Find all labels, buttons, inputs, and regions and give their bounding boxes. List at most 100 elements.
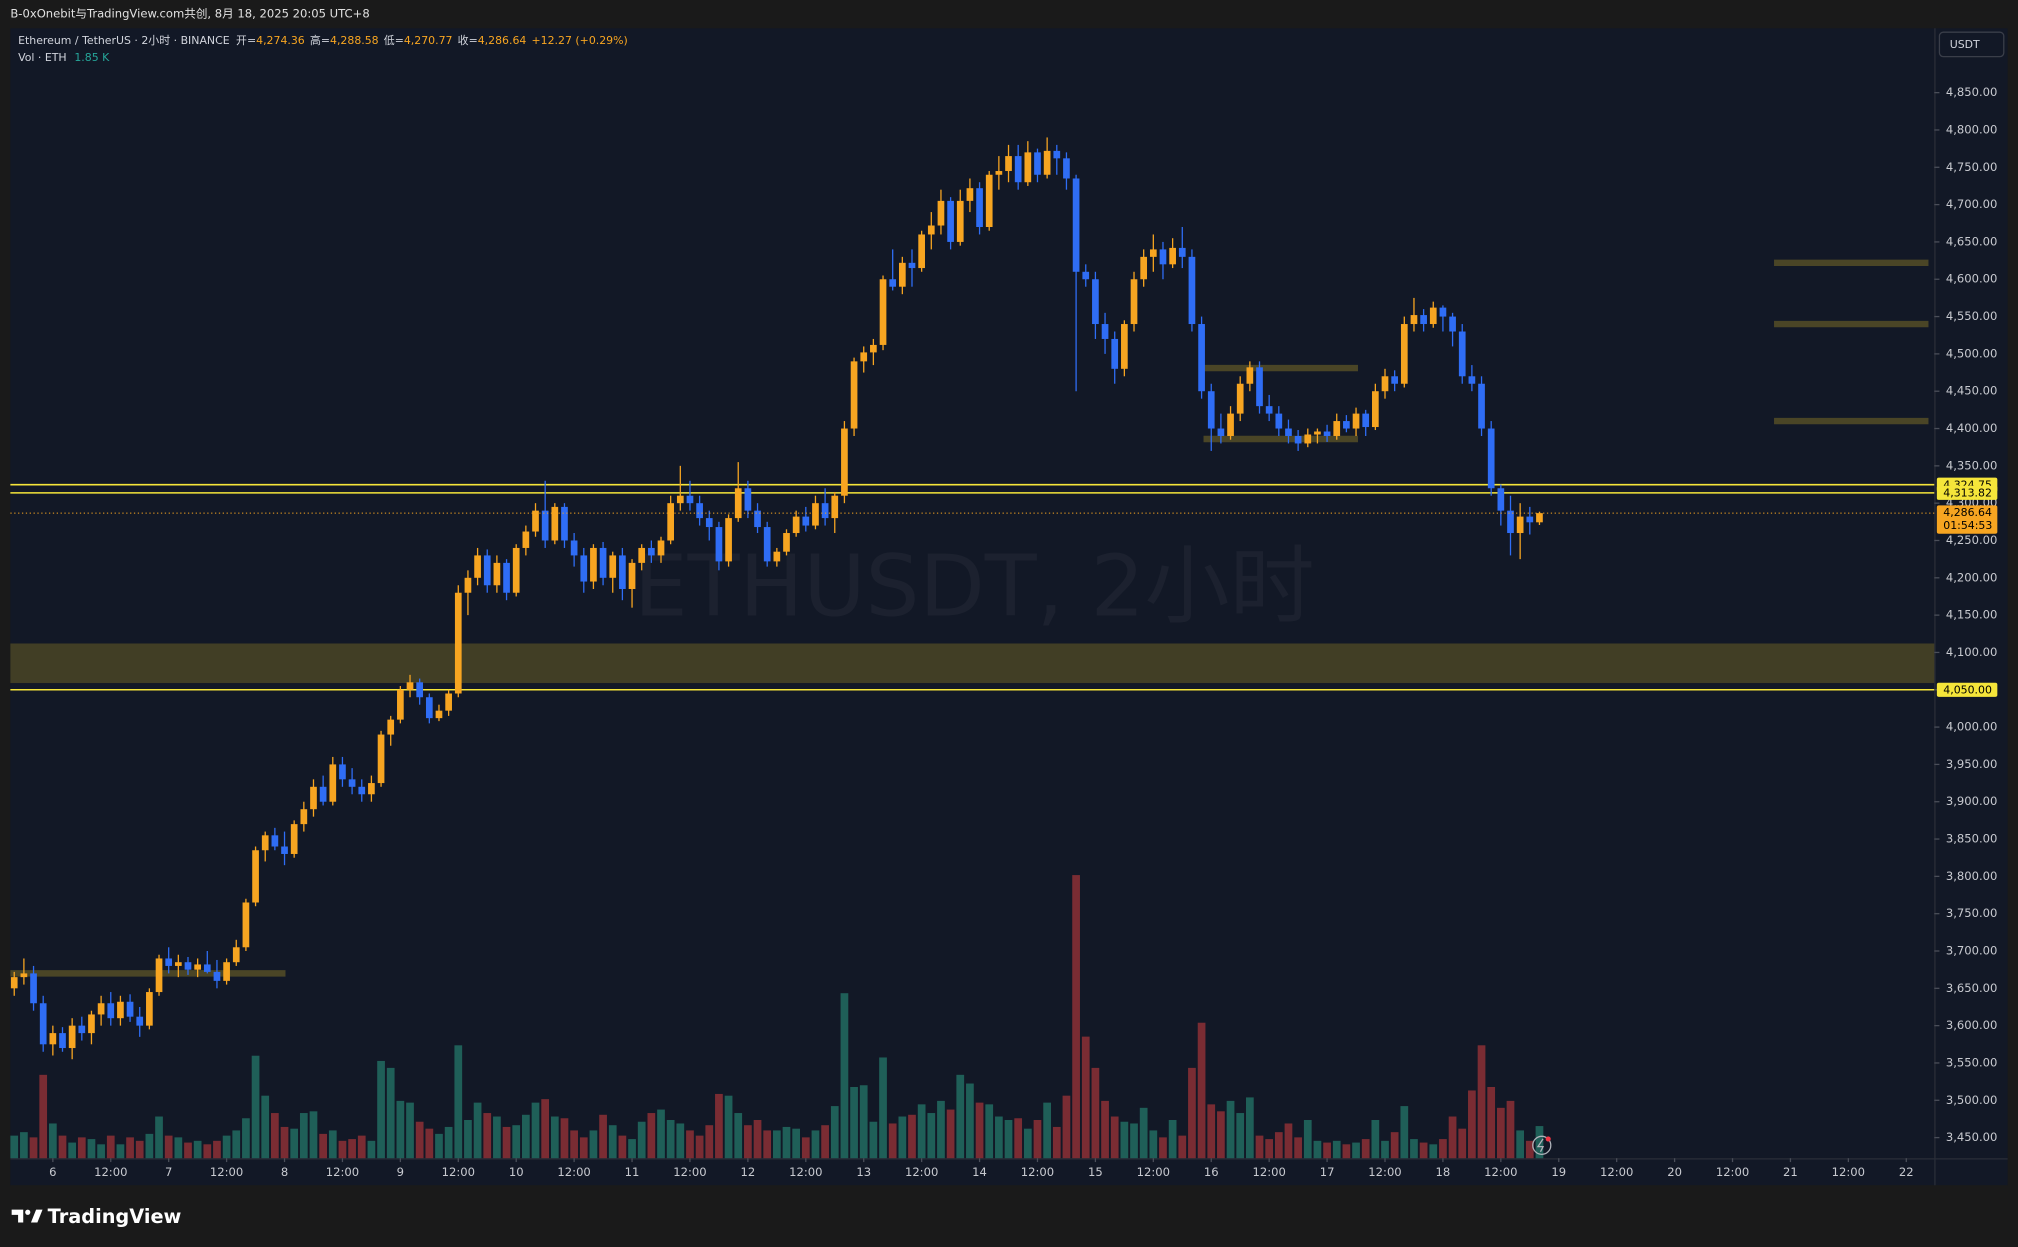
candle-body [1536,513,1543,523]
y-tick-label: 4,500.00 [1946,346,1998,360]
volume-bar [77,1137,86,1159]
candle-body [30,973,37,1004]
candle-body [725,518,732,562]
level-price-label: 4,050.00 [1943,683,1992,696]
legend-value: 4,274.36 [256,34,305,47]
volume-bar [116,1144,125,1159]
volume-bar [1323,1142,1331,1159]
volume-bar [174,1137,183,1159]
y-tick-label: 4,250.00 [1946,533,1998,547]
volume-bar [1468,1090,1476,1159]
candle-body [879,279,887,345]
volume-bar [106,1135,115,1159]
volume-bar [908,1114,916,1159]
volume-bar [1130,1123,1138,1159]
volume-bar [792,1128,801,1159]
candle-body [1236,383,1244,414]
volume-bar [618,1135,627,1159]
volume-bar [435,1133,443,1159]
volume-bar [1294,1137,1302,1159]
volume-bar [715,1093,723,1159]
volume-bar [502,1126,511,1159]
candle-body [1420,315,1427,325]
candle-body [1429,307,1437,325]
currency-button[interactable] [1938,31,2005,58]
volume-bar [1265,1139,1274,1159]
candle-body [78,1025,86,1034]
candle-body [792,516,800,534]
volume-bar [1072,875,1080,1159]
volume-bar [657,1109,665,1159]
candle-body [300,809,308,825]
candle-body [1053,150,1061,159]
candle-body [744,488,752,511]
x-tick-label: 20 [1667,1165,1682,1179]
level-price-box [1936,485,1998,500]
candle-body [397,689,404,720]
y-tick-label: 3,950.00 [1946,757,1998,771]
legend-key: 收= [458,33,478,47]
volume-bar [1303,1119,1312,1159]
candle-body [1140,256,1148,280]
volume-bar [637,1121,646,1159]
volume-bar [570,1130,578,1159]
volume-bar [676,1123,685,1159]
volume-bar [724,1095,733,1159]
candle-body [1516,516,1524,534]
volume-bar [20,1132,28,1159]
x-tick-label: 17 [1320,1165,1335,1179]
legend-key: 开= [236,34,256,47]
x-tick-label: 12:00 [442,1165,475,1179]
candle-body [541,510,549,541]
candle-body [676,495,684,504]
volume-bar [1496,1107,1505,1159]
candle-body [1024,152,1032,183]
candle-body [368,783,375,795]
volume-bar [290,1128,299,1159]
volume-bar [686,1130,694,1159]
volume-bar [348,1139,356,1159]
candle-body [20,973,28,978]
volume-bar [1226,1100,1235,1159]
volume-bar [328,1130,337,1159]
volume-bar [1004,1119,1013,1159]
volume-bar [10,1135,19,1159]
candle-body [812,503,819,526]
volume-bar [995,1116,1003,1159]
candle-body [203,964,211,972]
volume-bar [193,1140,202,1159]
candle-body [1246,367,1254,384]
volume-bar [850,1086,858,1159]
candle-body [310,786,317,810]
candle-body [39,1003,47,1045]
y-tick-label: 4,700.00 [1946,197,1998,211]
candle-body [174,962,182,966]
volume-bar [357,1135,366,1159]
candle-body [696,503,703,519]
candle-body [1043,150,1051,175]
volume-bar [145,1133,154,1159]
volume-bar [39,1074,48,1159]
brand-name: TradingView [48,1205,182,1228]
candle-body [387,719,395,735]
legend-value: 4,270.77 [404,34,453,47]
replay-icon[interactable] [1532,1135,1552,1155]
legend-key: 低= [384,34,404,47]
volume-bar [1043,1102,1051,1159]
x-tick-label: 12:00 [789,1165,822,1179]
y-tick-label: 3,700.00 [1946,944,1998,958]
candle-body [1149,249,1157,257]
volume-bar [956,1074,965,1159]
x-tick-label: 12:00 [210,1165,243,1179]
candle-body [995,171,1003,175]
x-tick-label: 15 [1088,1165,1103,1179]
candle-body [551,506,559,541]
volume-bar [985,1104,994,1159]
volume-bar [782,1126,791,1159]
volume-bar [937,1100,945,1159]
volume-bar [48,1123,57,1159]
volume-bar [473,1102,482,1159]
candle-body [870,344,877,353]
